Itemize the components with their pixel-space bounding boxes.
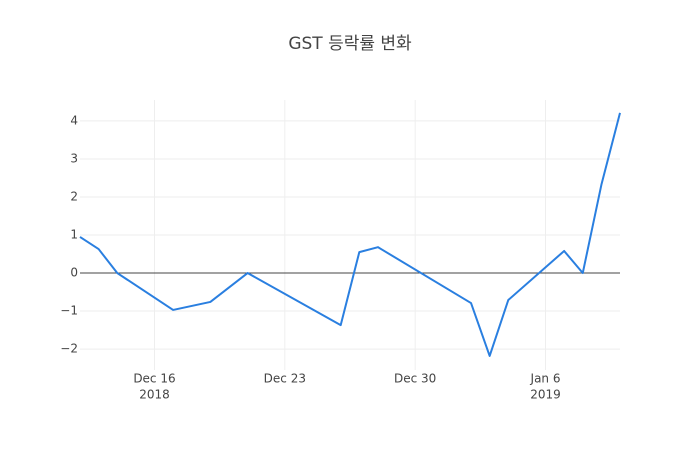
y-tick-label: −1 — [60, 304, 78, 318]
x-tick-label: Dec 23 — [264, 372, 306, 386]
x-tick-label: Jan 6 — [530, 372, 561, 386]
x-tick-year: 2019 — [530, 388, 561, 402]
y-tick-label: −2 — [60, 342, 78, 356]
data-line — [79, 112, 621, 357]
x-tick-label: Dec 30 — [394, 372, 436, 386]
y-tick-label: 0 — [70, 266, 78, 280]
y-tick-label: 3 — [70, 151, 78, 165]
chart-title: GST 등락률 변화 — [288, 34, 412, 54]
x-tick-year: 2018 — [139, 388, 170, 402]
x-tick-label: Dec 16 — [133, 372, 175, 386]
y-tick-label: 2 — [70, 189, 78, 203]
y-tick-label: 4 — [70, 113, 78, 127]
y-tick-label: 1 — [70, 228, 78, 242]
